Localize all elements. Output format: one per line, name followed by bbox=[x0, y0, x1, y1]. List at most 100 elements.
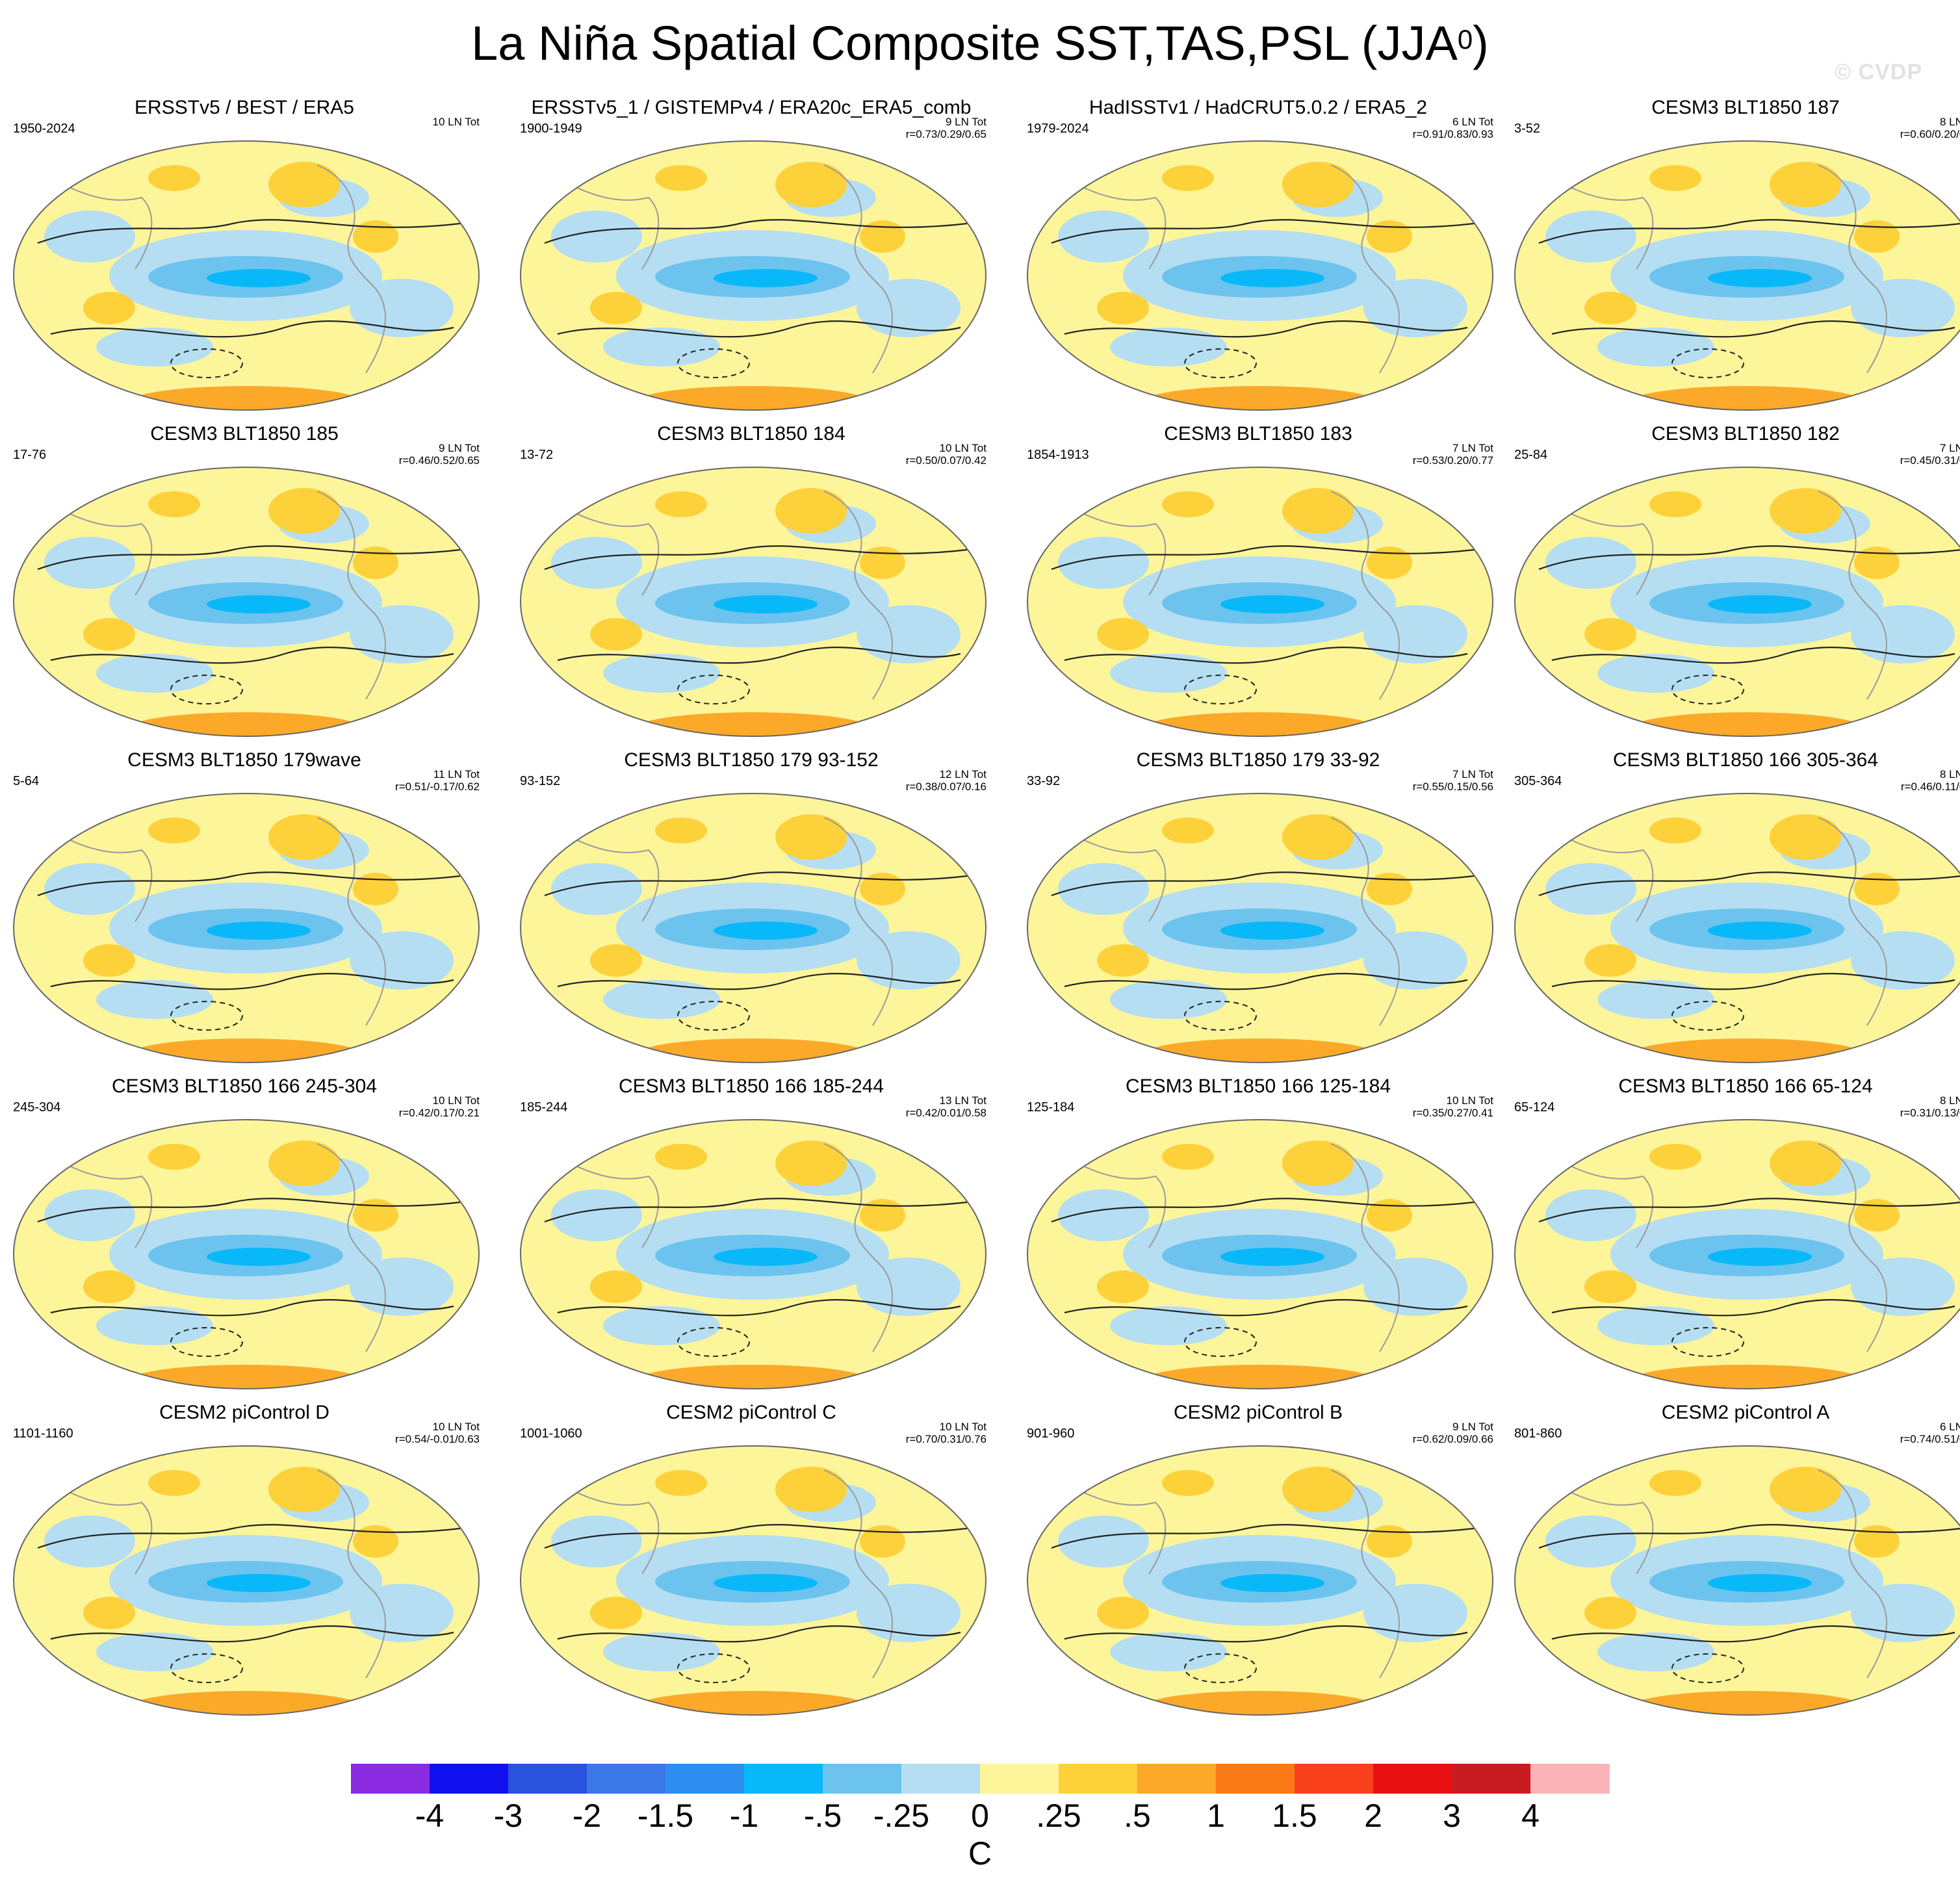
anomaly-blob bbox=[775, 162, 847, 207]
psl-contour-negative bbox=[170, 675, 243, 704]
map-panel: CESM2 piControl D 1101-1160 10 LN Tot r=… bbox=[4, 1401, 485, 1726]
robinson-map bbox=[1514, 1119, 1960, 1389]
panel-stats: 10 LN Tot r=0.70/0.31/0.76 bbox=[906, 1421, 986, 1445]
panel-correlation: r=0.42/0.01/0.58 bbox=[905, 1107, 986, 1119]
anomaly-blob bbox=[1545, 537, 1636, 589]
coastline bbox=[570, 836, 660, 922]
coastline bbox=[316, 817, 386, 1026]
anomaly-blob bbox=[1367, 873, 1412, 905]
anomaly-blob bbox=[1282, 488, 1354, 534]
panel-title: CESM3 BLT1850 166 65-124 bbox=[1618, 1076, 1873, 1097]
anomaly-blob bbox=[96, 980, 213, 1019]
anomaly-blob bbox=[775, 814, 847, 860]
psl-contour-negative bbox=[677, 1001, 750, 1031]
panel-stats: 9 LN Tot r=0.73/0.29/0.65 bbox=[906, 116, 986, 140]
psl-contour bbox=[557, 1625, 961, 1643]
psl-contour bbox=[37, 545, 461, 571]
panel-event-count: 10 LN Tot bbox=[1446, 1094, 1493, 1107]
anomaly-blob bbox=[551, 537, 642, 589]
panel-period: 33-92 bbox=[1027, 774, 1061, 788]
anomaly-blob bbox=[96, 654, 213, 693]
psl-contour bbox=[1551, 320, 1955, 338]
anomaly-blob bbox=[1220, 922, 1324, 940]
psl-contour-negative bbox=[1184, 348, 1257, 378]
map-panel: CESM3 BLT1850 179 93-152 93-152 12 LN To… bbox=[511, 749, 992, 1074]
colorbar-swatch bbox=[351, 1764, 430, 1794]
psl-contour bbox=[1051, 1524, 1475, 1549]
panel-title: CESM3 BLT1850 187 bbox=[1651, 97, 1840, 118]
psl-contour bbox=[1064, 973, 1468, 990]
coastline bbox=[1077, 1163, 1167, 1248]
anomaly-blob bbox=[353, 1525, 398, 1558]
anomaly-blob bbox=[1058, 1515, 1149, 1567]
anomaly-blob bbox=[655, 1470, 707, 1496]
anomaly-blob bbox=[44, 537, 135, 589]
anomaly-blob bbox=[1584, 618, 1636, 651]
robinson-map bbox=[1026, 467, 1494, 737]
panel-period: 1979-2024 bbox=[1027, 122, 1089, 136]
panel-correlation: r=0.51/-0.17/0.62 bbox=[395, 780, 480, 793]
psl-contour bbox=[37, 1524, 461, 1549]
panel-correlation: r=0.38/0.07/0.16 bbox=[905, 780, 986, 793]
psl-contour bbox=[1064, 320, 1468, 338]
panel-stats: 8 LN Tot r=0.31/0.13/0.60 bbox=[1900, 1094, 1960, 1119]
colorbar-swatch bbox=[1530, 1764, 1610, 1794]
anomaly-blob bbox=[129, 1038, 363, 1063]
coastline bbox=[316, 164, 386, 374]
panel-stats: 7 LN Tot r=0.55/0.15/0.56 bbox=[1413, 768, 1493, 793]
anomaly-blob bbox=[1097, 1270, 1149, 1303]
anomaly-blob bbox=[129, 712, 363, 736]
anomaly-blob bbox=[857, 931, 961, 990]
coastline bbox=[823, 1469, 893, 1679]
anomaly-blob bbox=[1220, 1248, 1324, 1266]
anomaly-blob bbox=[551, 1189, 642, 1241]
coastline bbox=[1077, 836, 1167, 922]
panel-event-count: 7 LN Tot bbox=[1452, 768, 1493, 780]
robinson-map bbox=[12, 467, 480, 737]
anomaly-blob bbox=[1708, 595, 1812, 613]
map-border bbox=[12, 467, 480, 737]
anomaly-blob bbox=[1630, 386, 1864, 410]
anomaly-blob bbox=[83, 1270, 135, 1303]
anomaly-blob bbox=[655, 818, 707, 844]
map-panel: CESM3 BLT1850 166 65-124 65-124 8 LN Tot… bbox=[1505, 1075, 1960, 1400]
anomaly-blob bbox=[1162, 491, 1214, 517]
robinson-map bbox=[12, 1119, 480, 1389]
coastline bbox=[63, 510, 153, 596]
anomaly-blob bbox=[207, 269, 311, 287]
panel-period: 65-124 bbox=[1514, 1100, 1555, 1115]
psl-contour bbox=[37, 219, 461, 244]
anomaly-blob bbox=[1367, 220, 1412, 253]
panel-stats: 9 LN Tot r=0.46/0.52/0.65 bbox=[399, 442, 480, 467]
anomaly-blob bbox=[129, 386, 363, 410]
map-panel: CESM3 BLT1850 184 13-72 10 LN Tot r=0.50… bbox=[511, 422, 992, 747]
panel-correlation: r=0.46/0.11/0.33 bbox=[1900, 780, 1960, 793]
map-border bbox=[12, 793, 480, 1063]
anomaly-blob bbox=[775, 1467, 847, 1512]
panel-stats: 6 LN Tot r=0.74/0.51/0.85 bbox=[1900, 1421, 1960, 1445]
anomaly-blob bbox=[1058, 537, 1149, 589]
colorbar-swatch bbox=[430, 1764, 509, 1794]
anomaly-blob bbox=[590, 292, 642, 324]
anomaly-blob bbox=[1708, 1248, 1812, 1266]
anomaly-blob bbox=[1110, 980, 1227, 1019]
anomaly-blob bbox=[1363, 279, 1467, 337]
coastline bbox=[1330, 164, 1400, 374]
anomaly-blob bbox=[1220, 1574, 1324, 1592]
psl-contour bbox=[1538, 219, 1960, 244]
anomaly-blob bbox=[775, 1141, 847, 1186]
panel-correlation: r=0.70/0.31/0.76 bbox=[905, 1433, 986, 1445]
anomaly-blob bbox=[1367, 1525, 1412, 1558]
panel-event-count: 10 LN Tot bbox=[939, 442, 986, 454]
psl-contour bbox=[1538, 545, 1960, 571]
anomaly-blob bbox=[1545, 1515, 1636, 1567]
anomaly-blob bbox=[1851, 1584, 1955, 1642]
panel-period: 1854-1913 bbox=[1027, 448, 1089, 462]
anomaly-blob bbox=[655, 491, 707, 517]
map-border bbox=[12, 1119, 480, 1389]
robinson-map bbox=[12, 793, 480, 1063]
anomaly-blob bbox=[350, 279, 454, 337]
psl-contour bbox=[557, 320, 961, 338]
psl-contour bbox=[544, 871, 968, 897]
robinson-map bbox=[519, 793, 987, 1063]
